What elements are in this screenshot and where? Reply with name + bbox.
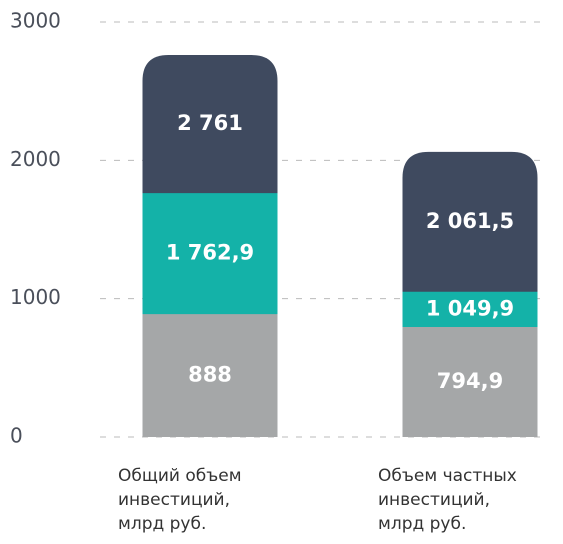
value-label: 1 049,9	[426, 296, 514, 320]
x-tick-label: Общий объем инвестиций, млрд руб.	[118, 466, 242, 534]
y-tick-label: 2000	[10, 147, 61, 171]
bar-segment	[402, 327, 538, 437]
x-tick-label: Объем частных инвестиций, млрд руб.	[378, 466, 517, 534]
bar-segment	[142, 314, 278, 437]
value-label: 2 761	[177, 111, 243, 135]
y-tick-label: 3000	[10, 9, 61, 33]
value-label: 888	[188, 363, 232, 387]
value-label: 1 762,9	[166, 241, 254, 265]
value-label: 2 061,5	[426, 209, 514, 233]
y-tick-label: 0	[10, 424, 23, 448]
value-label: 794,9	[437, 369, 503, 393]
y-tick-label: 1000	[10, 285, 61, 309]
